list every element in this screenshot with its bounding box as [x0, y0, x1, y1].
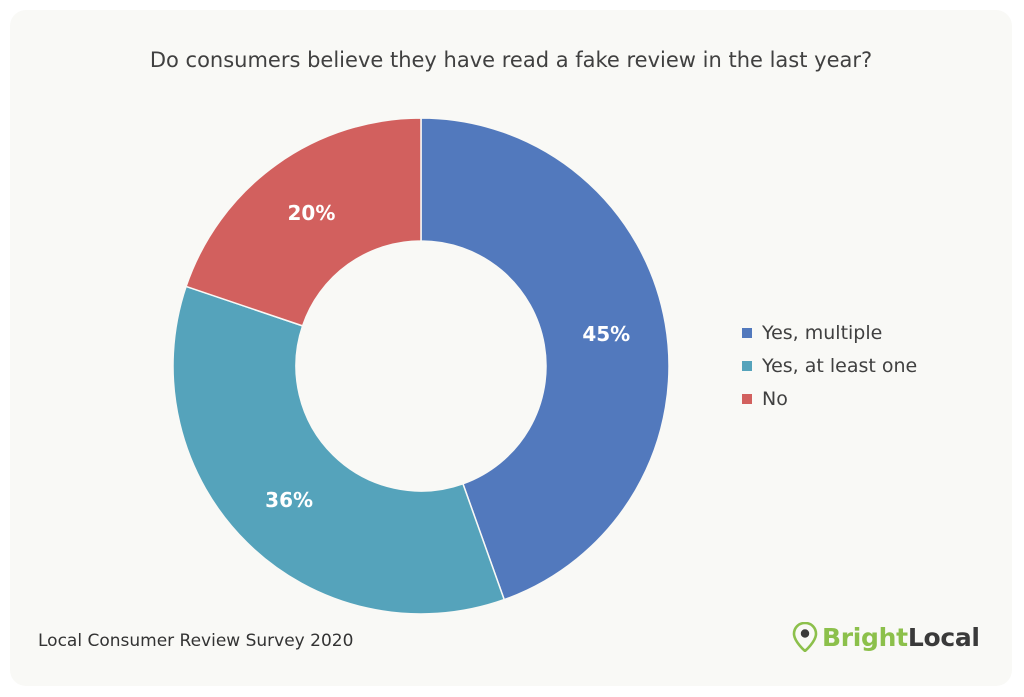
legend-label: No: [762, 387, 788, 410]
slice-value-label: 36%: [265, 488, 313, 512]
donut-slice-yes-at-least-one: [172, 285, 506, 615]
chart-card: Do consumers believe they have read a fa…: [10, 10, 1012, 686]
slice-value-label: 45%: [582, 322, 630, 346]
legend-swatch: [742, 393, 752, 404]
legend-item-yes-at-least-one: Yes, at least one: [742, 349, 917, 382]
logo-text-bright: Bright: [822, 622, 908, 652]
legend-label: Yes, at least one: [762, 354, 918, 377]
legend-item-yes-multiple: Yes, multiple: [742, 316, 917, 349]
logo-text-local: Local: [907, 622, 980, 652]
legend-swatch: [742, 360, 752, 371]
map-pin-icon: [792, 622, 818, 652]
legend-item-no: No: [742, 382, 917, 415]
slice-value-label: 20%: [288, 201, 336, 225]
donut-chart: 45% 36% 20%: [172, 117, 670, 615]
chart-title: Do consumers believe they have read a fa…: [149, 48, 873, 72]
brightlocal-logo: BrightLocal: [792, 622, 980, 652]
chart-legend: Yes, multiple Yes, at least one No: [742, 316, 917, 415]
source-caption: Local Consumer Review Survey 2020: [38, 631, 354, 651]
legend-label: Yes, multiple: [762, 321, 883, 344]
legend-swatch: [742, 327, 752, 338]
donut-slice-no: [185, 117, 422, 327]
donut-slice-yes-multiple: [420, 117, 670, 601]
